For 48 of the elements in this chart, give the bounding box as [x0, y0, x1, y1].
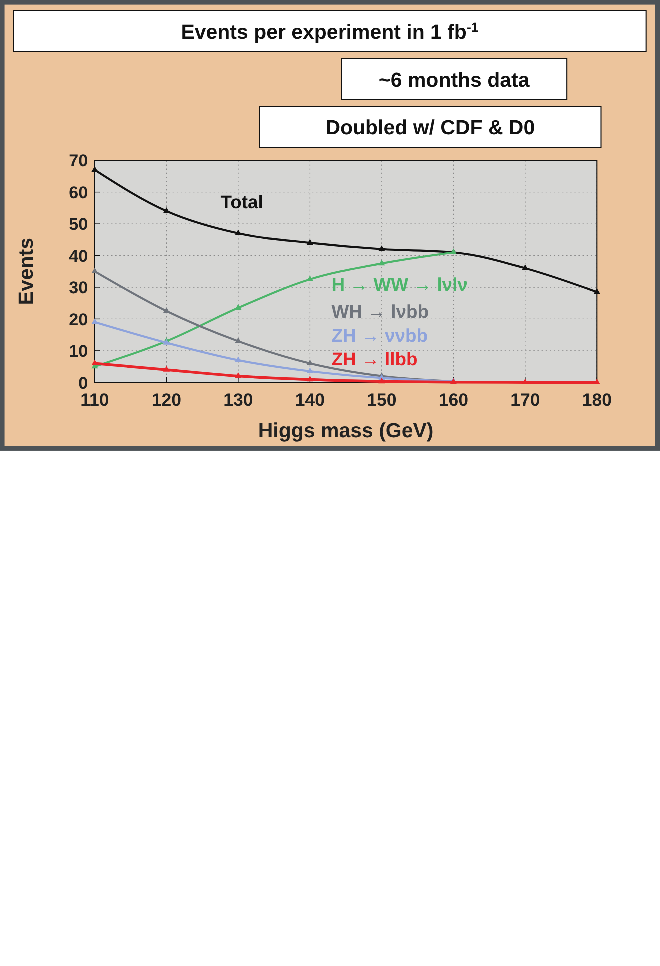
- text: Doubled w/ CDF & D0: [326, 116, 536, 140]
- point: [163, 307, 170, 314]
- series-label: ZH → llbb: [332, 348, 418, 370]
- x-axis-title: Higgs mass (GeV): [258, 419, 434, 442]
- y-tick-label: 10: [69, 342, 88, 362]
- y-tick-label: 50: [69, 215, 88, 234]
- point: [92, 360, 98, 366]
- point: [306, 276, 314, 282]
- x-tick-label: 130: [224, 390, 254, 410]
- chart-title: Events per experiment in 1 fb$^{-1}$: [181, 19, 480, 44]
- x-tick-label: 140: [295, 390, 326, 410]
- x-tick-label: 120: [152, 390, 182, 410]
- point: [306, 239, 314, 245]
- point: [235, 230, 242, 236]
- point: [378, 378, 386, 384]
- text: ~6 months data: [378, 68, 530, 92]
- point: [522, 378, 529, 385]
- y-tick-label: 60: [69, 183, 88, 202]
- point: [306, 360, 314, 366]
- point: [92, 318, 98, 324]
- series-label: H → WW → lνlν: [332, 274, 468, 296]
- text: WH → lνbb: [332, 301, 430, 322]
- y-tick-label: 20: [69, 310, 88, 330]
- point: [235, 356, 242, 362]
- y-tick-label: 70: [69, 152, 88, 171]
- point: [163, 366, 170, 372]
- point: [163, 208, 170, 214]
- point: [378, 260, 386, 266]
- point: [306, 376, 314, 382]
- y-tick-label: 30: [69, 278, 88, 298]
- point: [306, 368, 314, 374]
- y-axis-title: Events: [14, 238, 38, 306]
- x-tick-label: 170: [510, 390, 540, 410]
- series-label: Total: [220, 192, 264, 213]
- point: [378, 246, 386, 252]
- point: [235, 372, 242, 378]
- point: [235, 304, 242, 310]
- y-tick-label: 40: [69, 246, 88, 266]
- point: [92, 268, 98, 274]
- series-label: ZH → ννbb: [332, 324, 428, 346]
- point: [522, 264, 529, 270]
- x-tick-label: 160: [438, 390, 469, 410]
- point: [235, 338, 242, 344]
- point: [594, 378, 600, 385]
- x-tick-label: 180: [582, 390, 612, 410]
- x-tick-label: 150: [367, 390, 397, 410]
- point: [594, 288, 600, 294]
- point: [92, 166, 98, 172]
